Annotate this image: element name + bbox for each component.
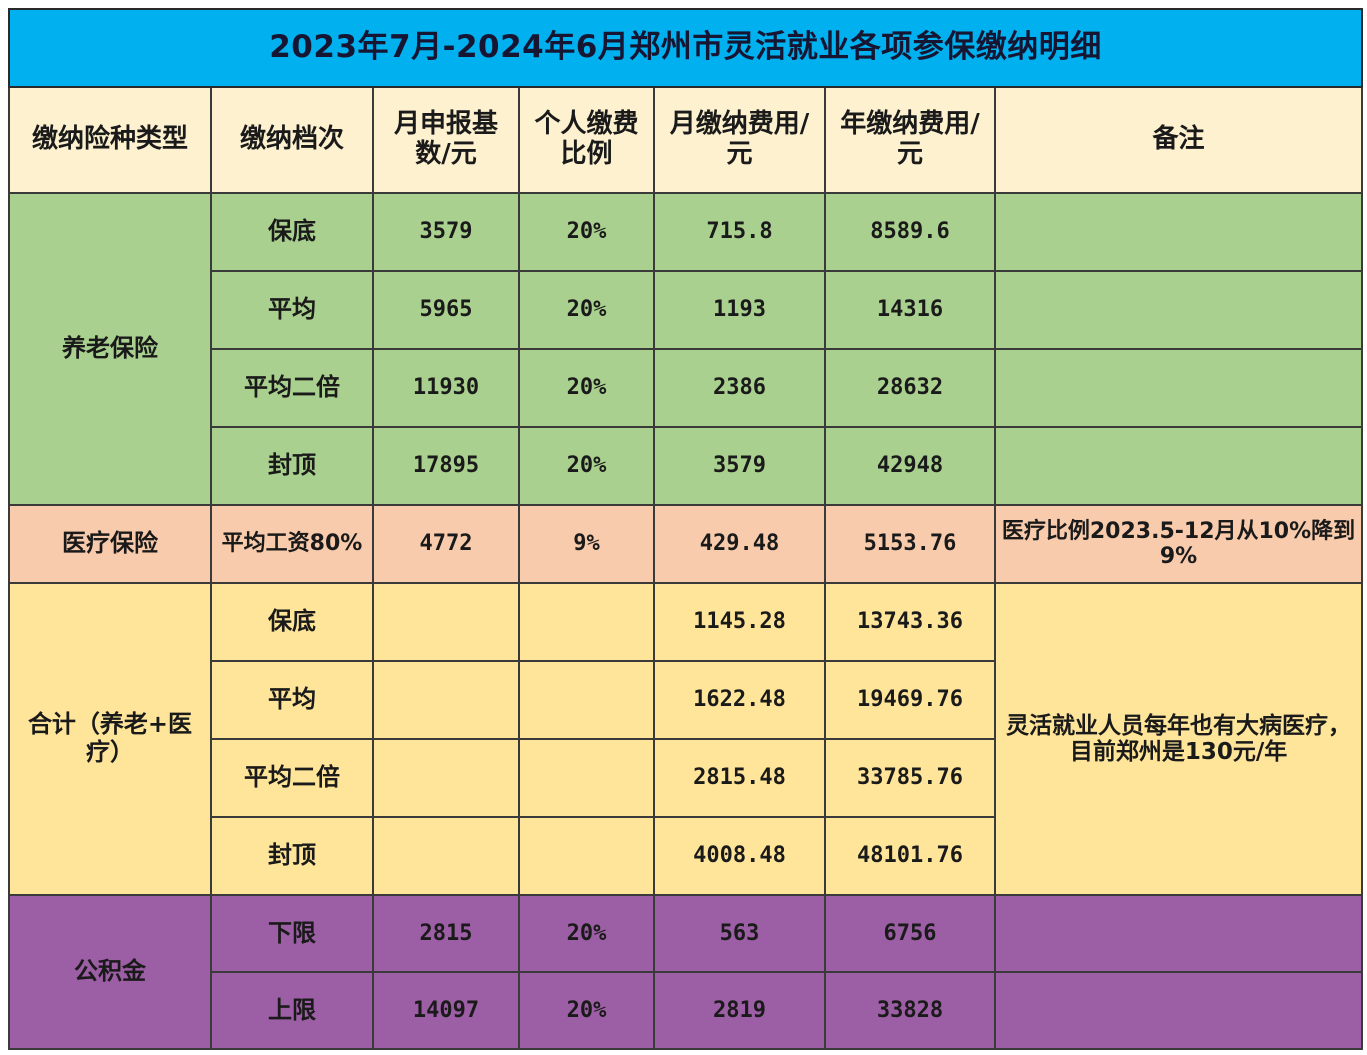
table-row: 养老保险 保底 3579 20% 715.8 8589.6 (8, 192, 1364, 506)
ratio-cell: 20% (518, 192, 655, 272)
header-row: 缴纳险种类型 缴纳档次 月申报基数/元 个人缴费比例 月缴纳费用/元 年缴纳费用… (8, 86, 1364, 194)
monthly-cell: 1193 (653, 270, 826, 350)
table-row: 平均 5965 20% 1193 14316 (9, 270, 1364, 350)
annual-cell: 48101.76 (824, 816, 996, 896)
monthly-cell: 1622.48 (653, 660, 826, 740)
ratio-cell: 20% (518, 971, 655, 1050)
base-cell: 2815 (372, 894, 520, 973)
level-cell: 平均 (210, 270, 374, 350)
insurance-table-sheet: 2023年7月-2024年6月郑州市灵活就业各项参保缴纳明细 缴纳险种类型 缴纳… (7, 8, 1364, 1050)
annual-cell: 33785.76 (824, 738, 996, 818)
table-row: 平均 1622.48 19469.76 (9, 660, 1362, 740)
annual-cell: 28632 (824, 348, 996, 428)
level-cell: 保底 (210, 192, 374, 272)
ratio-cell: 20% (518, 426, 655, 506)
category-medical: 医疗保险 (8, 504, 212, 584)
header-monthly: 月缴纳费用/元 (653, 86, 826, 194)
base-cell: 4772 (372, 504, 520, 584)
annual-cell: 6756 (824, 894, 996, 973)
level-cell: 保底 (210, 582, 374, 662)
base-cell (372, 816, 520, 896)
level-cell: 封顶 (210, 426, 374, 506)
annual-cell: 8589.6 (824, 192, 996, 272)
annual-cell: 42948 (824, 426, 996, 506)
ratio-cell: 9% (518, 504, 655, 584)
ratio-cell (518, 582, 655, 662)
table-row: 封顶 4008.48 48101.76 (9, 816, 1362, 896)
header-remark: 备注 (993, 86, 1364, 194)
medical-remark: 医疗比例2023.5-12月从10%降到9% (993, 504, 1364, 584)
table-row: 封顶 17895 20% 3579 42948 (9, 426, 1364, 506)
annual-cell: 5153.76 (824, 504, 996, 584)
ratio-cell: 20% (518, 348, 655, 428)
level-cell: 上限 (210, 971, 374, 1050)
level-cell: 下限 (210, 894, 374, 973)
category-total: 合计（养老+医疗） (8, 582, 212, 896)
monthly-cell: 429.48 (653, 504, 826, 584)
insurance-table: 2023年7月-2024年6月郑州市灵活就业各项参保缴纳明细 缴纳险种类型 缴纳… (7, 8, 1364, 1050)
remark-cell (993, 971, 1364, 1050)
ratio-cell (518, 816, 655, 896)
monthly-cell: 563 (653, 894, 826, 973)
remark-cell (993, 270, 1364, 350)
table-row: 合计（养老+医疗） 保底 1145.28 13743.36 灵活就业人员每年也有… (8, 582, 1364, 896)
ratio-cell: 20% (518, 270, 655, 350)
header-type: 缴纳险种类型 (8, 86, 212, 194)
table-row: 上限 14097 20% 2819 33828 (9, 971, 1364, 1050)
header-ratio: 个人缴费比例 (518, 86, 655, 194)
base-cell: 14097 (372, 971, 520, 1050)
base-cell (372, 660, 520, 740)
header-annual: 年缴纳费用/元 (824, 86, 996, 194)
level-cell: 平均二倍 (210, 348, 374, 428)
base-cell: 11930 (372, 348, 520, 428)
category-pension: 养老保险 (8, 192, 212, 506)
base-cell: 17895 (372, 426, 520, 506)
remark-cell (993, 426, 1364, 506)
base-cell: 5965 (372, 270, 520, 350)
table-row: 平均二倍 11930 20% 2386 28632 (9, 348, 1364, 428)
level-cell: 平均 (210, 660, 374, 740)
annual-cell: 13743.36 (824, 582, 996, 662)
monthly-cell: 4008.48 (653, 816, 826, 896)
monthly-cell: 2815.48 (653, 738, 826, 818)
header-base: 月申报基数/元 (372, 86, 520, 194)
table-row: 公积金 下限 2815 20% 563 6756 (8, 894, 1364, 1050)
table-row: 医疗保险 平均工资80% 4772 9% 429.48 5153.76 医疗比例… (8, 504, 1364, 584)
monthly-cell: 2386 (653, 348, 826, 428)
remark-cell (993, 894, 1364, 973)
table-title: 2023年7月-2024年6月郑州市灵活就业各项参保缴纳明细 (7, 8, 1364, 88)
ratio-cell (518, 738, 655, 818)
level-cell: 平均工资80% (210, 504, 374, 584)
base-cell: 3579 (372, 192, 520, 272)
monthly-cell: 2819 (653, 971, 826, 1050)
base-cell (372, 582, 520, 662)
ratio-cell: 20% (518, 894, 655, 973)
annual-cell: 33828 (824, 971, 996, 1050)
total-remark: 灵活就业人员每年也有大病医疗，目前郑州是130元/年 (993, 582, 1364, 896)
monthly-cell: 1145.28 (653, 582, 826, 662)
category-fund: 公积金 (8, 894, 212, 1050)
remark-cell (993, 348, 1364, 428)
base-cell (372, 738, 520, 818)
level-cell: 平均二倍 (210, 738, 374, 818)
monthly-cell: 715.8 (653, 192, 826, 272)
monthly-cell: 3579 (653, 426, 826, 506)
ratio-cell (518, 660, 655, 740)
annual-cell: 19469.76 (824, 660, 996, 740)
table-row: 平均二倍 2815.48 33785.76 (9, 738, 1362, 818)
remark-cell (993, 192, 1364, 272)
header-level: 缴纳档次 (210, 86, 374, 194)
annual-cell: 14316 (824, 270, 996, 350)
level-cell: 封顶 (210, 816, 374, 896)
